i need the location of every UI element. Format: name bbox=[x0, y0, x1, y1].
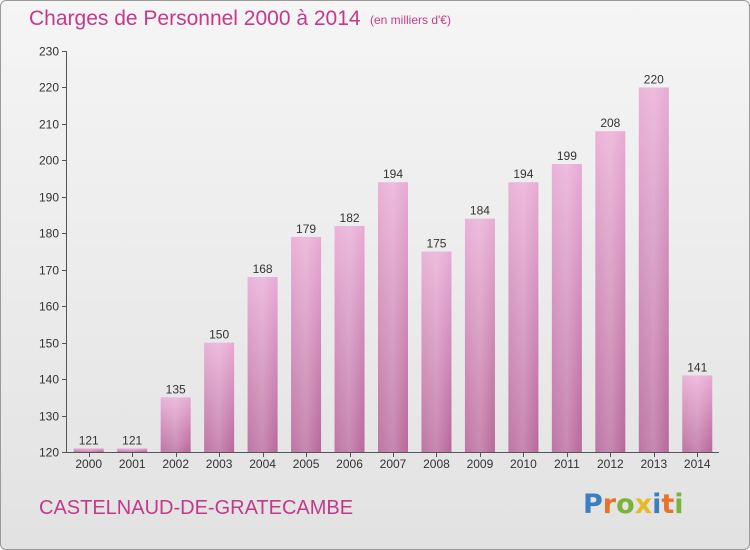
logo-letter: i bbox=[652, 489, 662, 520]
x-tick-label: 2012 bbox=[597, 457, 624, 471]
y-tick-label: 130 bbox=[39, 410, 59, 424]
bar-shine-2002 bbox=[160, 397, 191, 452]
y-tick-label: 230 bbox=[39, 45, 59, 59]
value-label-2006: 182 bbox=[340, 211, 360, 225]
x-tick-label: 2000 bbox=[75, 457, 102, 471]
value-label-2005: 179 bbox=[296, 222, 316, 236]
bar-shine-2005 bbox=[291, 236, 322, 452]
x-tick-label: 2004 bbox=[249, 457, 276, 471]
y-tick-label: 210 bbox=[39, 118, 59, 132]
value-label-2011: 199 bbox=[557, 149, 577, 163]
chart-title: Charges de Personnel 2000 à 2014 bbox=[29, 7, 361, 30]
bar-shine-2006 bbox=[334, 225, 365, 452]
bar-shine-2008 bbox=[421, 251, 452, 452]
logo-letter: o bbox=[616, 489, 635, 520]
value-label-2007: 194 bbox=[383, 167, 403, 181]
bar-shine-2010 bbox=[508, 182, 539, 452]
chart-subtitle: (en milliers d'€) bbox=[370, 13, 451, 27]
value-label-2010: 194 bbox=[513, 167, 533, 181]
bar-shine-2000 bbox=[73, 448, 104, 452]
value-label-2002: 135 bbox=[166, 382, 186, 396]
y-tick-label: 120 bbox=[39, 446, 59, 460]
logo-letter: t bbox=[661, 489, 675, 520]
x-tick-label: 2003 bbox=[206, 457, 233, 471]
y-tick-label: 170 bbox=[39, 264, 59, 278]
logo-letter: r bbox=[602, 489, 617, 520]
proxiti-logo[interactable]: Proxiti bbox=[583, 489, 684, 520]
x-tick-label: 2014 bbox=[684, 457, 711, 471]
bar-shine-2013 bbox=[638, 87, 669, 453]
value-label-2001: 121 bbox=[122, 433, 142, 447]
value-label-2009: 184 bbox=[470, 204, 490, 218]
value-label-2012: 208 bbox=[600, 116, 620, 130]
x-tick-label: 2002 bbox=[162, 457, 189, 471]
location-label: CASTELNAUD-DE-GRATECAMBE bbox=[39, 497, 354, 519]
y-tick-label: 200 bbox=[39, 154, 59, 168]
bar-shine-2004 bbox=[247, 277, 278, 452]
y-tick-label: 190 bbox=[39, 191, 59, 205]
bar-shine-2011 bbox=[551, 164, 582, 452]
value-label-2003: 150 bbox=[209, 328, 229, 342]
value-label-2013: 220 bbox=[644, 72, 664, 86]
x-tick-label: 2005 bbox=[293, 457, 320, 471]
x-tick-label: 2013 bbox=[640, 457, 667, 471]
y-tick-label: 160 bbox=[39, 300, 59, 314]
logo-letter: i bbox=[674, 489, 684, 520]
bars-group bbox=[73, 87, 713, 453]
bar-shine-2001 bbox=[117, 448, 148, 452]
x-tick-label: 2007 bbox=[380, 457, 407, 471]
value-label-2008: 175 bbox=[426, 237, 446, 251]
x-tick-label: 2009 bbox=[467, 457, 494, 471]
value-label-2014: 141 bbox=[687, 360, 707, 374]
logo-letter: P bbox=[583, 489, 603, 520]
bar-shine-2003 bbox=[204, 342, 235, 452]
bar-shine-2009 bbox=[464, 218, 495, 452]
x-tick-label: 2006 bbox=[336, 457, 363, 471]
value-label-2000: 121 bbox=[79, 433, 99, 447]
x-axis: 2000 2001 2002 2003 2004 2005 2006 2007 2008 2009… bbox=[66, 452, 719, 471]
x-tick-label: 2011 bbox=[554, 457, 580, 471]
bar-shine-2007 bbox=[378, 182, 408, 452]
bar-shine-2014 bbox=[682, 375, 713, 452]
y-tick-label: 140 bbox=[39, 373, 59, 387]
bar-shine-2012 bbox=[595, 131, 626, 452]
y-tick-label: 220 bbox=[39, 81, 59, 95]
value-labels-group: 121 121 135 150 168 179 182 194 175 184 194 199 208 2… bbox=[79, 72, 708, 447]
value-label-2004: 168 bbox=[253, 262, 273, 276]
y-tick-label: 150 bbox=[39, 337, 59, 351]
x-tick-label: 2008 bbox=[423, 457, 450, 471]
y-axis: 120 130 140 150 160 170 180 190 200 210 220 230 bbox=[39, 45, 67, 460]
logo-letter: x bbox=[634, 489, 653, 520]
x-tick-label: 2001 bbox=[119, 457, 146, 471]
x-tick-label: 2010 bbox=[510, 457, 537, 471]
y-tick-label: 180 bbox=[39, 227, 59, 241]
